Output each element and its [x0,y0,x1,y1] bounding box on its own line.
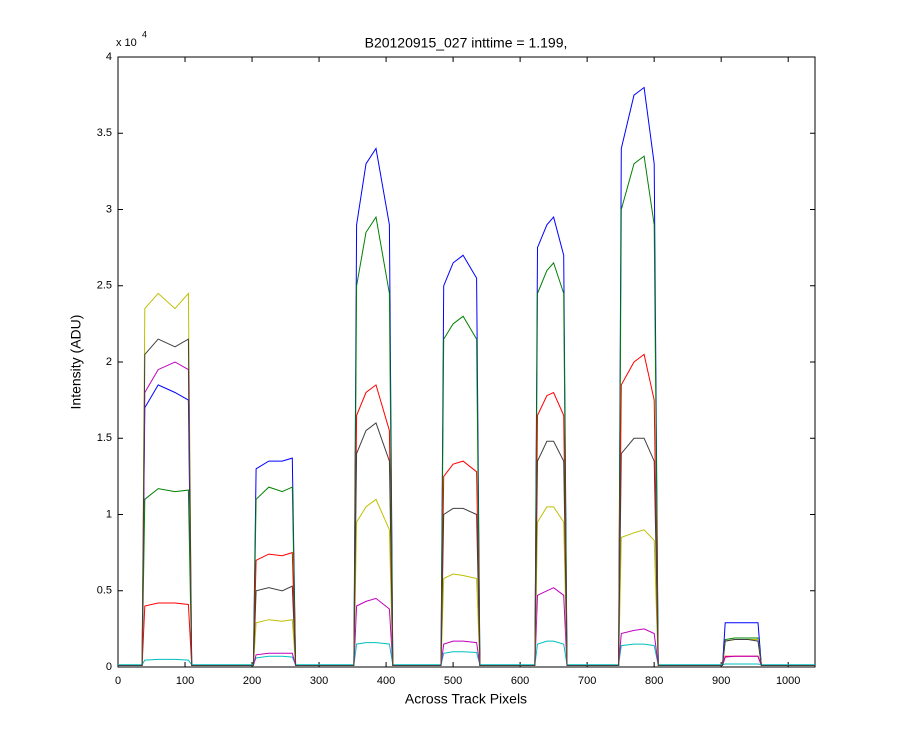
y-tick-label: 3.5 [97,127,112,139]
x-tick-label: 200 [243,675,261,687]
plot-area [117,56,816,668]
series-line [118,338,815,666]
y-tick-label: 1.5 [97,432,112,444]
chart-title: B20120915_027 inttime = 1.199, [365,35,568,51]
x-tick-label: 100 [176,675,194,687]
x-tick-label: 500 [444,675,462,687]
x-tick-label: 700 [578,675,596,687]
x-tick-label: 0 [115,675,121,687]
x-tick-label: 600 [511,675,529,687]
x-tick-label: 1000 [776,675,800,687]
y-tick-label: 2 [106,356,112,368]
x-axis-label: Across Track Pixels [405,691,527,707]
y-tick-label: 3 [106,203,112,215]
y-axis-label: Intensity (ADU) [68,315,84,410]
y-tick-label: 0 [106,661,112,673]
x-tick-label: 400 [377,675,395,687]
y-tick-label: 1 [106,508,112,520]
x-tick-label: 900 [712,675,730,687]
x-tick-label: 800 [645,675,663,687]
y-tick-label: 2.5 [97,280,112,292]
y-tick-label: 0.5 [97,585,112,597]
y-scale-exponent: 4 [142,29,147,39]
y-tick-label: 4 [106,51,112,63]
x-tick-label: 300 [310,675,328,687]
y-scale-base: x 10 [116,37,137,49]
